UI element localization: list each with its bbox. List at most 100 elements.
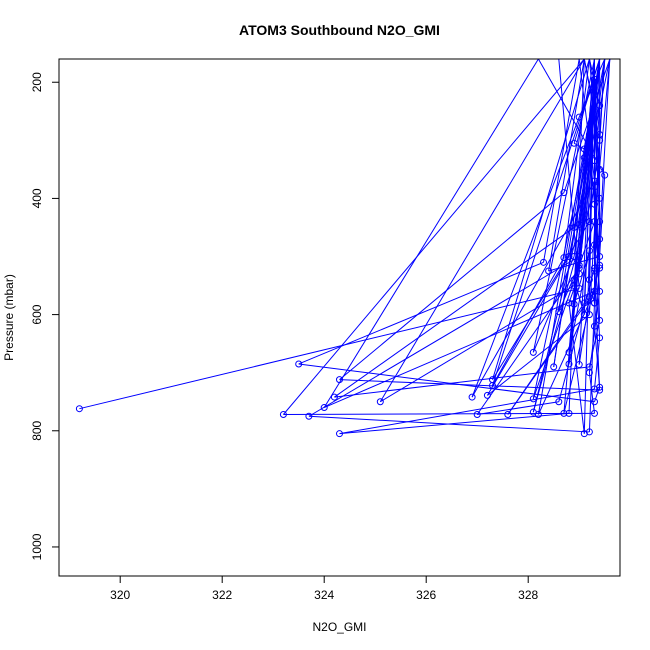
data-point: [570, 139, 578, 147]
data-point: [473, 411, 481, 419]
data-point: [596, 264, 604, 272]
series-line-segment: [588, 59, 595, 280]
data-point: [295, 360, 303, 368]
data-point: [565, 299, 573, 307]
data-point: [336, 376, 343, 384]
series-line-segment: [563, 59, 595, 414]
data-point: [591, 385, 598, 393]
data-point: [560, 409, 568, 417]
data-point: [529, 395, 537, 403]
y-tick-label: 1000: [30, 533, 44, 560]
series-line-segment: [583, 59, 595, 315]
data-point: [75, 405, 83, 413]
data-point: [596, 316, 604, 324]
series-line-segment: [339, 388, 595, 435]
series-line-segment: [380, 285, 575, 403]
data-point: [591, 177, 598, 185]
data-point: [596, 235, 604, 243]
series-line-segment: [573, 59, 601, 144]
series-line-segment: [339, 379, 600, 391]
x-tick-label: 322: [212, 588, 232, 602]
x-tick-label: 324: [314, 588, 334, 602]
series-line-segment: [543, 59, 580, 263]
data-point: [580, 145, 588, 153]
data-point: [585, 311, 593, 319]
data-point: [376, 398, 384, 406]
y-tick-label: 600: [30, 304, 44, 324]
x-tick-label: 328: [518, 588, 538, 602]
data-point: [601, 171, 609, 179]
data-point: [555, 398, 563, 406]
data-point: [596, 165, 604, 173]
y-axis-label: Pressure (mbar): [2, 274, 16, 361]
data-point: [585, 218, 593, 226]
data-point: [529, 348, 537, 356]
data-point: [591, 107, 598, 115]
data-point: [279, 411, 287, 419]
data-point: [580, 154, 588, 162]
data-point: [565, 409, 573, 417]
data-point: [580, 299, 588, 307]
data-point: [591, 200, 598, 208]
y-axis: 200 400 600 800 1000: [30, 72, 60, 560]
plot-frame: [58, 58, 621, 577]
data-point: [570, 223, 578, 231]
y-tick-label: 200: [30, 72, 44, 92]
x-axis: 320 322 324 326 328: [110, 575, 539, 602]
series-line-segment: [563, 265, 601, 414]
series-line-segment: [323, 59, 539, 408]
data-point: [596, 218, 604, 226]
series-line-segment: [573, 142, 585, 150]
data-point: [575, 284, 583, 292]
data-point: [585, 139, 593, 147]
data-point: [483, 391, 491, 399]
data-point: [545, 267, 553, 275]
series-line-segment: [492, 59, 590, 380]
series-line-segment: [578, 297, 590, 365]
series-line-segment: [563, 59, 590, 258]
series-line-segment: [334, 366, 590, 398]
series-line-segment: [594, 271, 601, 391]
data-point: [591, 75, 598, 83]
series-line-segment: [553, 134, 590, 367]
data-point: [560, 189, 568, 197]
series-line-segment: [308, 415, 590, 433]
data-point: [585, 131, 593, 139]
series-line-segment: [339, 192, 565, 381]
data-point: [575, 261, 583, 269]
series-line-segment: [339, 412, 570, 435]
data-point: [591, 218, 598, 226]
data-point: [591, 157, 598, 165]
data-point: [305, 412, 313, 420]
y-tick-label: 800: [30, 420, 44, 440]
series-line-segment: [588, 320, 601, 367]
series-line-segment: [492, 59, 601, 386]
data-point: [565, 348, 573, 356]
data-point: [591, 322, 598, 330]
data-point: [575, 113, 583, 121]
series-line-segment: [486, 256, 570, 396]
series-line-segment: [476, 267, 580, 415]
data-point: [585, 363, 593, 371]
data-point: [585, 247, 593, 255]
x-axis-label: N2O_GMI: [312, 620, 366, 634]
series-line-segment: [471, 116, 580, 398]
data-point: [504, 411, 512, 419]
data-point: [575, 270, 583, 278]
series-line-segment: [532, 256, 575, 353]
data-point: [570, 276, 578, 284]
data-point: [555, 308, 563, 316]
data-point: [320, 404, 328, 412]
data-point: [575, 253, 583, 261]
data-point: [591, 264, 598, 272]
data-point: [585, 293, 593, 301]
y-tick-label: 400: [30, 188, 44, 208]
data-point: [336, 430, 343, 438]
series-line-segment: [573, 279, 585, 315]
data-point: [489, 381, 496, 389]
data-point: [591, 287, 598, 295]
data-point: [591, 299, 598, 307]
data-point: [580, 430, 588, 438]
data-point: [596, 253, 604, 261]
